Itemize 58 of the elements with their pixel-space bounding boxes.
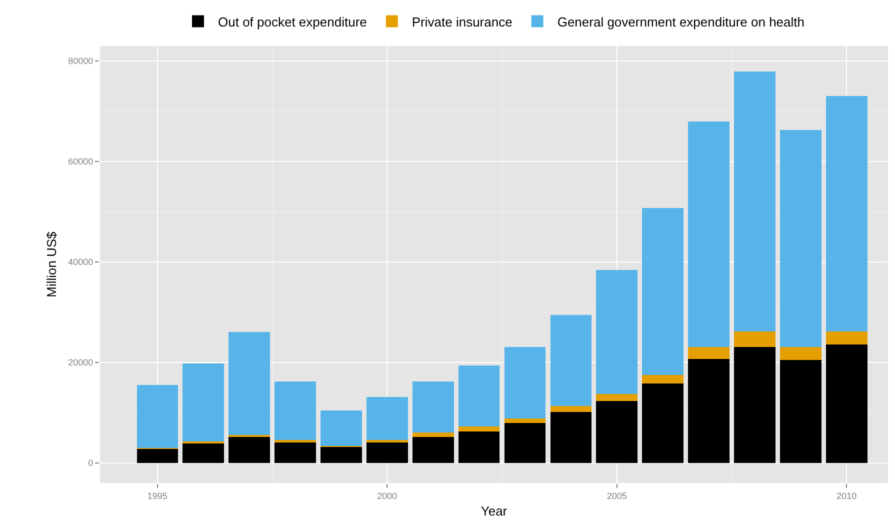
x-tick-label: 2010 <box>836 490 857 501</box>
bar <box>550 412 592 463</box>
bar <box>596 401 638 463</box>
bar <box>688 346 730 359</box>
y-tick-label: 20000 <box>68 358 94 368</box>
bar <box>412 436 454 463</box>
x-tick-label: 2005 <box>606 490 627 501</box>
bar <box>826 331 868 344</box>
bar <box>458 426 500 432</box>
bar <box>826 96 868 332</box>
bar <box>550 406 592 412</box>
bar <box>412 432 454 437</box>
y-tick-label: 80000 <box>68 56 94 66</box>
bar <box>136 448 178 463</box>
bar <box>182 443 224 463</box>
bar <box>550 315 592 406</box>
bar <box>780 130 822 347</box>
y-axis-title: Million US$ <box>44 230 60 298</box>
bar <box>780 346 822 360</box>
bar <box>596 270 638 394</box>
bar <box>642 208 684 376</box>
y-tick-label: 0 <box>88 458 94 468</box>
x-tick-label: 2000 <box>377 490 398 501</box>
bar <box>274 442 316 463</box>
y-tick-label: 40000 <box>68 257 94 268</box>
bar <box>504 418 546 424</box>
bar <box>734 346 776 463</box>
bar <box>458 431 500 463</box>
x-tick-label: 1995 <box>147 490 168 501</box>
bar <box>320 446 362 463</box>
bar <box>688 358 730 463</box>
legend-label: Private insurance <box>412 14 512 30</box>
bar <box>688 121 730 347</box>
bar <box>182 363 224 442</box>
bar <box>734 331 776 347</box>
legend-label: General government expenditure on health <box>557 14 804 30</box>
bar <box>136 385 178 448</box>
y-tick-label: 60000 <box>68 156 94 167</box>
bar <box>504 346 546 419</box>
bar <box>504 423 546 463</box>
bar <box>412 382 454 432</box>
legend-label: Out of pocket expenditure <box>218 14 367 30</box>
bar <box>228 436 270 463</box>
x-axis-title: Year <box>480 503 508 518</box>
bar <box>320 410 362 446</box>
bar <box>642 384 684 463</box>
bar <box>458 365 500 427</box>
bar <box>274 382 316 440</box>
bar <box>228 332 270 435</box>
bar <box>826 344 868 463</box>
bar <box>366 440 408 442</box>
bar <box>596 394 638 402</box>
bar <box>274 440 316 442</box>
bar <box>366 442 408 463</box>
bar <box>780 360 822 463</box>
bar <box>366 397 408 440</box>
bar <box>734 72 776 332</box>
bar <box>642 375 684 384</box>
